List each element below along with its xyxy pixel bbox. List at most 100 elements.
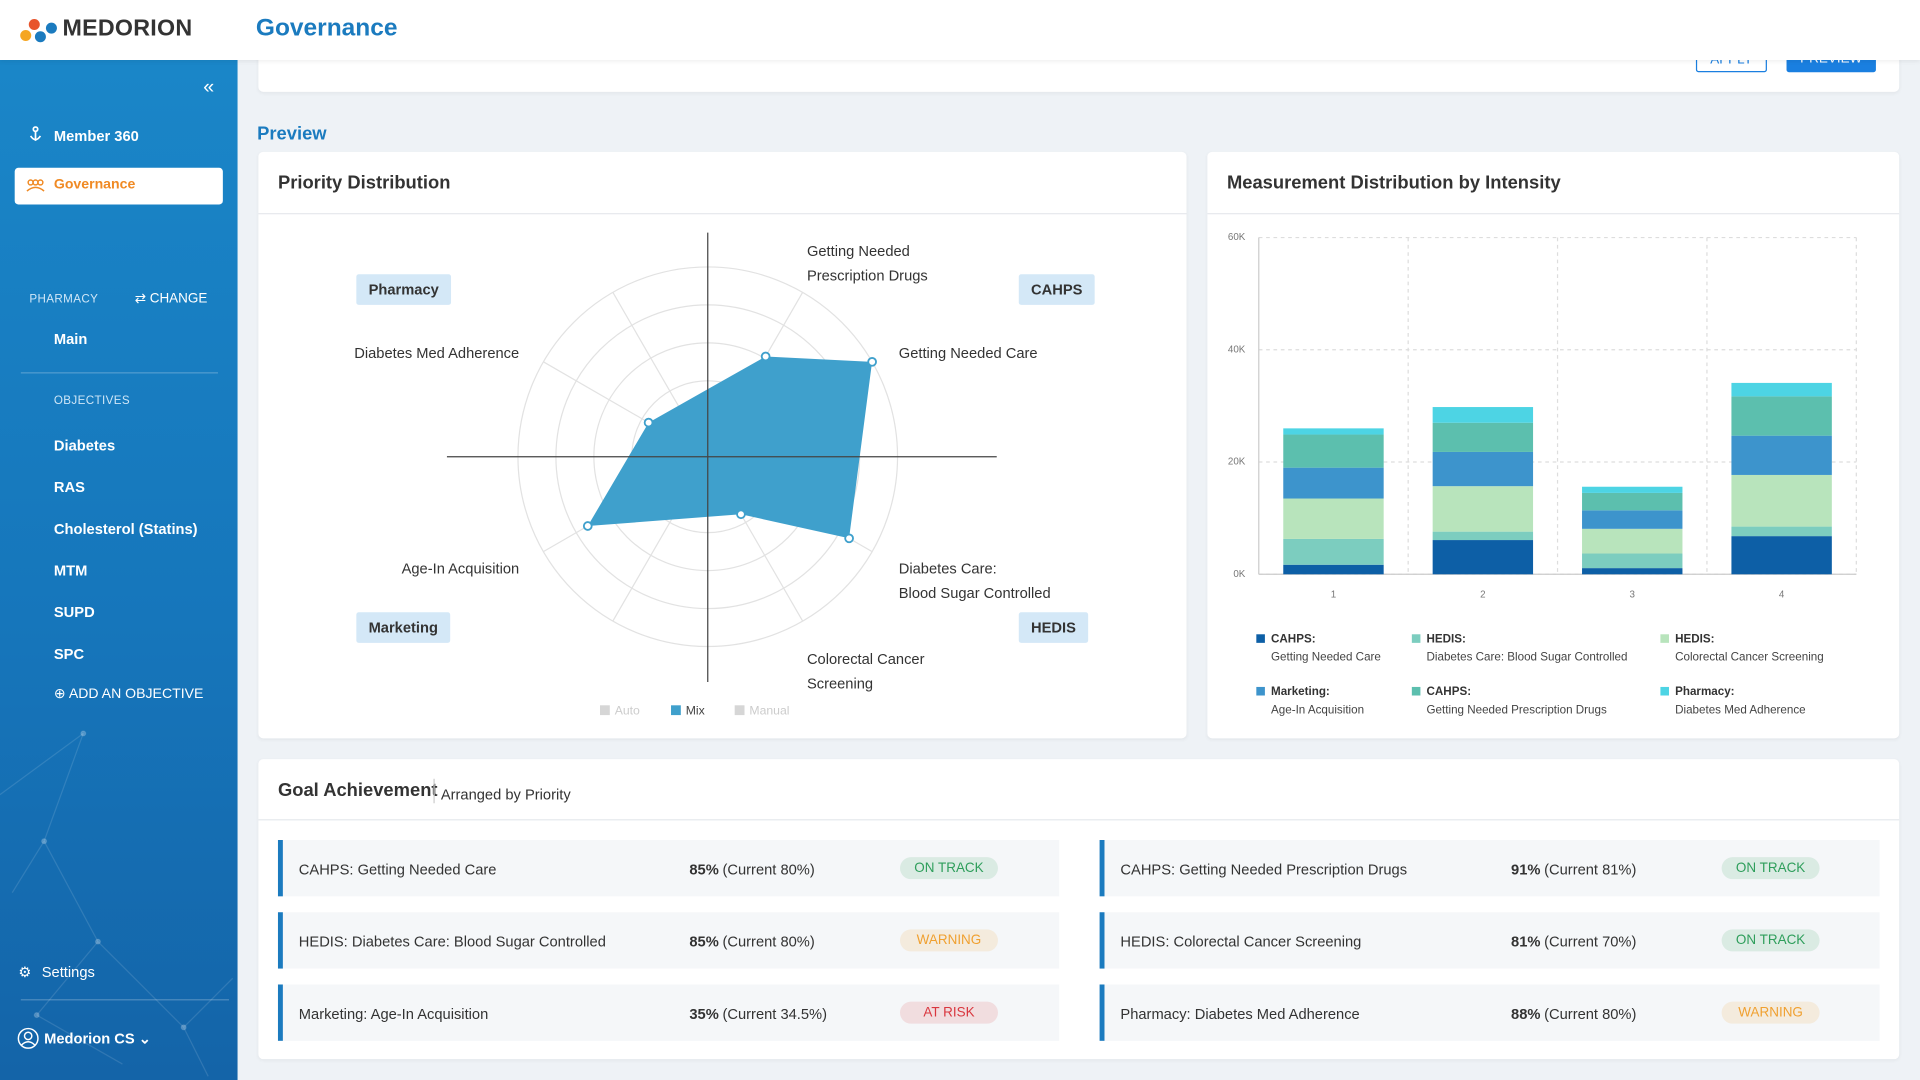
bar-segment xyxy=(1731,396,1832,436)
goal-status: WARNING xyxy=(1721,1001,1820,1024)
legend-label: Getting Needed Prescription Drugs xyxy=(1427,703,1607,716)
goal-measure: Pharmacy: Diabetes Med Adherence xyxy=(1120,1005,1360,1023)
legend-swatch xyxy=(734,705,745,716)
nav-active[interactable] xyxy=(14,167,223,205)
group-label: CAHPS xyxy=(1031,283,1083,299)
brand: MEDORION xyxy=(62,15,193,42)
group-badge xyxy=(1018,612,1089,643)
add-objective[interactable]: ⊕ ADD AN OBJECTIVE xyxy=(53,686,204,702)
bar-segment xyxy=(1283,498,1384,539)
legend-group: HEDIS: xyxy=(1675,632,1714,645)
goal-status: AT RISK xyxy=(900,1001,998,1024)
radar-label: Colorectal Cancer Screening xyxy=(807,652,929,692)
x-tick-label: 1 xyxy=(1331,590,1336,601)
bar-segment xyxy=(1283,428,1384,435)
legend-group: CAHPS: xyxy=(1271,632,1316,645)
radar-point xyxy=(643,417,654,428)
bar-segment xyxy=(1283,538,1384,565)
bar-segment xyxy=(1582,510,1683,529)
y-tick-label: 20K xyxy=(1228,457,1246,468)
goal-row: Marketing: Age-In Acquisition 35% (Current… xyxy=(277,984,1060,1041)
goal-row: HEDIS: Colorectal Cancer Screening 81% (Cu… xyxy=(1099,912,1880,969)
sidebar-pattern xyxy=(0,730,234,1077)
legend-swatch xyxy=(1256,686,1265,696)
legend-label: Getting Needed Care xyxy=(1271,651,1381,664)
goal-current: (Current 80%) xyxy=(722,933,815,951)
radar-label: Getting Needed Prescription Drugs xyxy=(807,244,928,284)
radar-point xyxy=(844,533,854,544)
bar-segment xyxy=(1432,540,1534,575)
bar-segment xyxy=(1731,382,1832,397)
legend-label: Auto xyxy=(615,704,640,718)
goal-row: CAHPS: Getting Needed Prescription Drugs… xyxy=(1099,840,1880,897)
bar-segment xyxy=(1283,564,1384,575)
bar-segment xyxy=(1582,528,1683,554)
objective-item[interactable]: SUPD xyxy=(53,603,95,621)
radar-area xyxy=(587,356,873,539)
settings[interactable]: ⚙ Settings xyxy=(18,963,95,981)
bar-segment xyxy=(1582,486,1683,493)
x-tick-label: 4 xyxy=(1779,590,1785,601)
radar-label: Diabetes Med Adherence xyxy=(354,346,519,362)
x-tick-label: 2 xyxy=(1480,590,1485,601)
objective-item[interactable]: MTM xyxy=(53,562,88,580)
change-label: CHANGE xyxy=(149,291,208,307)
legend-swatch xyxy=(1411,634,1421,643)
goal-row: HEDIS: Diabetes Care: Blood Sugar Contro… xyxy=(277,912,1060,969)
group-label: HEDIS xyxy=(1031,621,1076,637)
goal-measure: CAHPS: Getting Needed Care xyxy=(298,860,497,878)
bar-segment xyxy=(1432,407,1534,423)
objectives-label: OBJECTIVES xyxy=(53,394,130,408)
legend-swatch xyxy=(1411,686,1421,696)
goal-status: WARNING xyxy=(900,929,998,952)
goal-current: (Current 81%) xyxy=(1544,860,1637,878)
program[interactable]: Main xyxy=(53,330,88,348)
legend-label: Mix xyxy=(686,704,705,718)
goal-current: (Current 80%) xyxy=(1544,1005,1637,1023)
goal-target: 85% xyxy=(689,860,719,878)
goal-target-wrap: 85% (Current 80%) xyxy=(689,933,814,950)
group-label: Pharmacy xyxy=(369,283,440,299)
user-menu[interactable]: Medorion CS ⌄ xyxy=(44,1029,152,1047)
group-label: Marketing xyxy=(369,621,438,637)
goal-measure: HEDIS: Colorectal Cancer Screening xyxy=(1120,933,1362,951)
page-title: Governance xyxy=(255,14,398,42)
y-tick-label: 0K xyxy=(1233,569,1245,580)
legend-label: Diabetes Care: Blood Sugar Controlled xyxy=(1427,651,1628,664)
x-tick-label: 3 xyxy=(1630,590,1636,601)
bar-segment xyxy=(1582,568,1683,575)
goal-measure: HEDIS: Diabetes Care: Blood Sugar Contro… xyxy=(298,933,606,951)
goal-target-wrap: 35% (Current 34.5%) xyxy=(689,1005,827,1022)
goal-target-wrap: 88% (Current 80%) xyxy=(1511,1005,1636,1022)
radar-point xyxy=(760,351,771,362)
y-tick-label: 40K xyxy=(1228,344,1246,355)
nav-item[interactable]: Governance xyxy=(53,177,136,193)
objective-item[interactable]: RAS xyxy=(53,478,85,496)
legend-label: Diabetes Med Adherence xyxy=(1675,703,1806,716)
goal-current: (Current 34.5%) xyxy=(722,1005,828,1023)
goal-target-wrap: 85% (Current 80%) xyxy=(689,861,814,878)
objective-item[interactable]: SPC xyxy=(53,645,85,663)
divider xyxy=(1207,213,1900,215)
legend-group: Pharmacy: xyxy=(1675,685,1734,698)
objective-item[interactable]: Cholesterol (Statins) xyxy=(53,520,198,538)
legend-group: HEDIS: xyxy=(1427,632,1466,645)
bar-segment xyxy=(1432,531,1534,541)
legend-swatch xyxy=(1660,634,1669,643)
user-name: Medorion CS xyxy=(44,1029,135,1047)
goal-measure: Marketing: Age-In Acquisition xyxy=(298,1005,489,1023)
goal-target-wrap: 91% (Current 81%) xyxy=(1511,861,1636,878)
logo-icon xyxy=(20,18,57,43)
bar-segment xyxy=(1731,526,1832,537)
objective-item[interactable]: Diabetes xyxy=(53,437,116,455)
nav-item[interactable]: Member 360 xyxy=(53,127,139,145)
bar-segment xyxy=(1283,467,1384,499)
header: MEDORION Governance xyxy=(0,0,1920,60)
card-subtitle: Arranged by Priority xyxy=(440,786,571,804)
legend-group: CAHPS: xyxy=(1427,685,1472,698)
goal-target: 91% xyxy=(1511,860,1541,878)
change-button[interactable]: ⇄ CHANGE xyxy=(134,291,208,307)
card-title: Measurement Distribution by Intensity xyxy=(1226,172,1561,194)
collapse-button[interactable]: « xyxy=(203,77,215,98)
